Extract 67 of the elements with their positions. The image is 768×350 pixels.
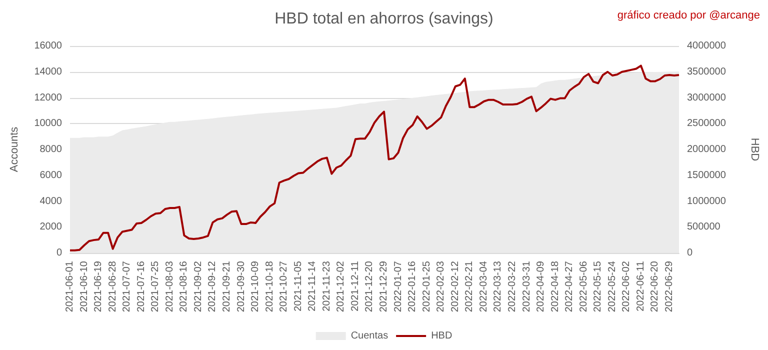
x-tick-label: 2022-02-21 (464, 260, 476, 312)
y2-tick-label: 3500000 (687, 66, 726, 78)
x-tick-label: 2021-09-02 (192, 260, 204, 312)
y-tick-label: 12000 (34, 92, 62, 104)
x-tick-label: 2021-11-23 (321, 260, 332, 312)
y-tick-label: 16000 (34, 40, 62, 52)
x-tick-label: 2021-12-11 (350, 260, 361, 312)
x-tick-label: 2022-06-29 (664, 260, 675, 312)
x-tick-label: 2021-12-29 (378, 260, 390, 312)
x-tick-label: 2022-05-24 (606, 260, 618, 312)
x-tick-label: 2021-10-09 (250, 260, 262, 312)
x-tick-label: 2021-06-10 (78, 260, 90, 312)
x-tick-label: 2021-10-27 (278, 260, 290, 312)
x-tick-label: 2022-03-13 (492, 260, 504, 312)
y-tick-label: 4000 (40, 196, 62, 207)
x-tick-label: 2021-06-19 (93, 260, 104, 312)
x-tick-label: 2021-12-02 (336, 260, 347, 312)
x-tick-label: 2021-11-14 (307, 260, 318, 312)
x-tick-label: 2022-02-12 (450, 260, 461, 312)
x-tick-label: 2022-04-09 (536, 260, 547, 312)
legend-label: Cuentas (350, 330, 388, 342)
x-tick-label: 2021-07-16 (136, 260, 147, 312)
x-tick-label: 2022-03-04 (478, 260, 490, 312)
x-tick-label: 2022-06-20 (650, 260, 661, 312)
x-tick-label: 2022-05-06 (578, 260, 590, 312)
y2-tick-label: 500000 (687, 222, 721, 233)
x-tick-label: 2022-01-25 (421, 260, 432, 312)
y2-tick-label: 0 (687, 248, 693, 258)
x-tick-label: 2021-08-16 (178, 260, 190, 312)
x-tick-label: 2021-07-07 (122, 260, 133, 312)
x-tick-label: 2021-09-21 (222, 260, 233, 312)
x-tick-label: 2022-06-02 (621, 260, 632, 312)
y2-tick-label: 2500000 (687, 118, 726, 130)
x-tick-label: 2021-09-30 (236, 260, 247, 312)
x-tick-label: 2021-06-28 (107, 260, 118, 312)
y-tick-label: 14000 (34, 66, 62, 78)
x-tick-label: 2021-10-18 (264, 260, 276, 312)
x-tick-label: 2022-04-18 (550, 260, 561, 312)
y2-tick-label: 4000000 (687, 40, 726, 52)
y2-tick-label: 1500000 (687, 170, 726, 181)
x-tick-label: 2022-06-11 (635, 260, 646, 312)
legend-label: HBD (431, 330, 452, 342)
x-tick-label: 2021-11-05 (292, 260, 304, 312)
text: gráfico creado por @arcange (617, 10, 760, 22)
x-tick-label: 2022-05-15 (592, 260, 604, 312)
x-tick-label: 2022-03-31 (521, 260, 532, 312)
x-tick-label: 2021-09-12 (207, 260, 218, 312)
y2-axis-title: HBD (748, 138, 760, 162)
x-tick-label: 2021-12-20 (364, 260, 376, 312)
y-tick-label: 10000 (34, 118, 62, 130)
y2-tick-label: 1000000 (687, 196, 726, 207)
y-tick-label: 6000 (40, 170, 62, 181)
y-axis-title: Accounts (8, 126, 20, 172)
x-tick-label: 2021-08-03 (164, 260, 176, 312)
x-tick-label: 2021-07-25 (150, 260, 162, 312)
y-tick-label: 2000 (40, 222, 62, 233)
x-tick-label: 2022-03-22 (506, 260, 518, 312)
y2-tick-label: 3000000 (687, 92, 726, 104)
x-tick-label: 2022-04-27 (564, 260, 576, 312)
x-tick-label: 2022-01-16 (407, 260, 418, 312)
x-tick-label: 2022-01-07 (392, 260, 404, 312)
chart-title: HBD total en ahorros (savings) (274, 10, 494, 28)
y-tick-label: 8000 (40, 144, 62, 155)
x-tick-label: 2022-02-03 (436, 260, 447, 312)
x-tick-label: 2021-06-01 (64, 260, 76, 312)
y-tick-label: 0 (56, 248, 62, 258)
y2-tick-label: 2000000 (687, 144, 726, 155)
